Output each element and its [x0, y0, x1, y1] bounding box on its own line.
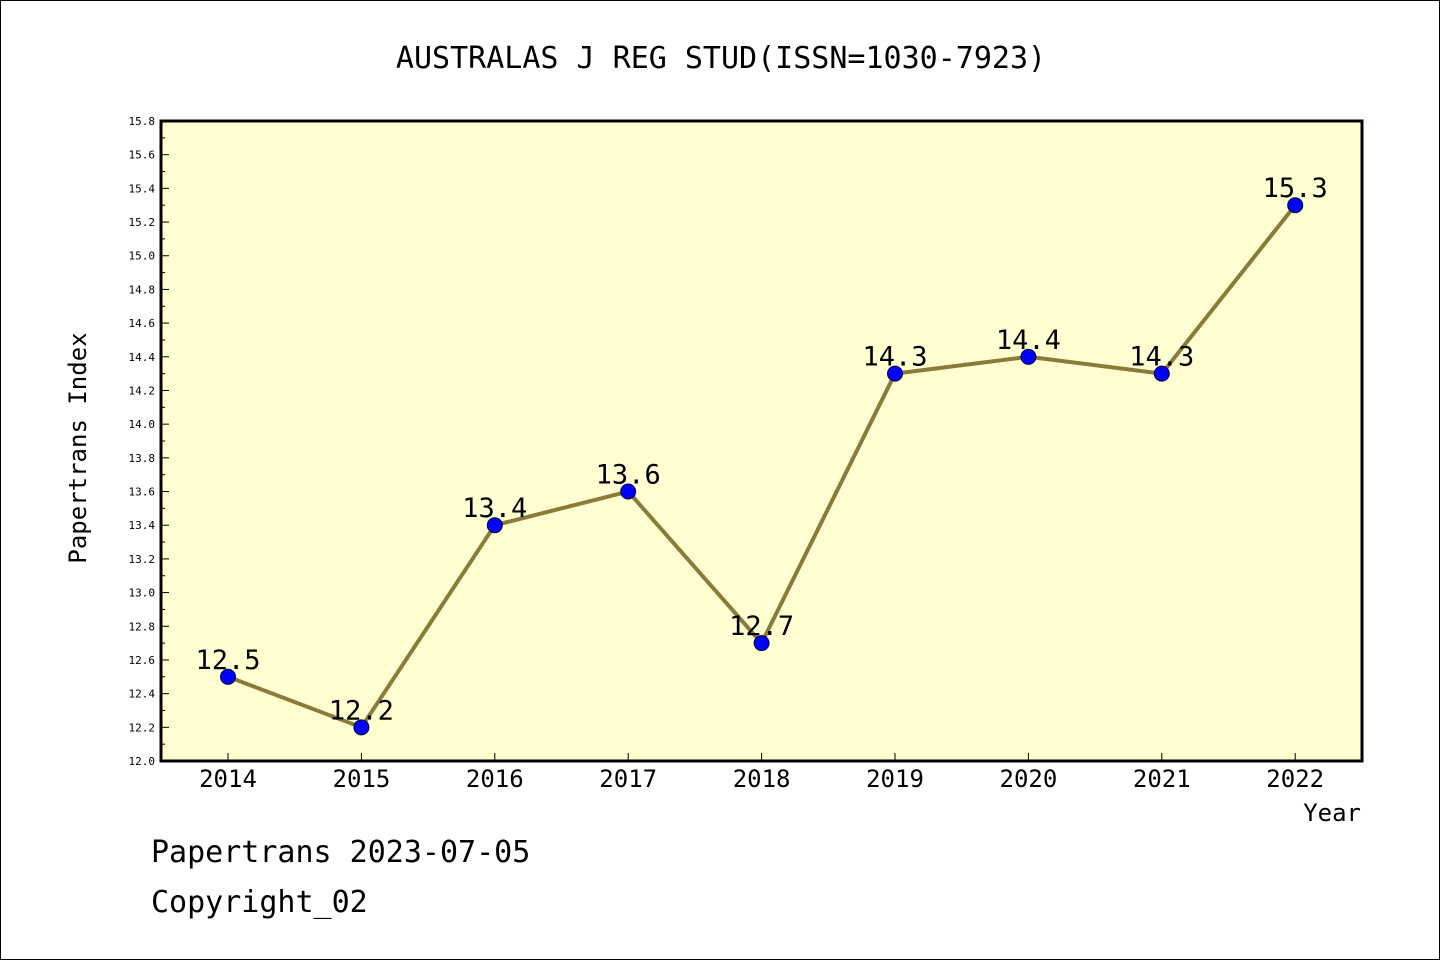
data-point [887, 365, 903, 382]
y-tick-label: 13.6 [129, 486, 156, 499]
x-tick-label: 2020 [1000, 765, 1058, 793]
source-date-text: Papertrans 2023-07-05 [151, 835, 531, 870]
y-tick-label: 13.2 [129, 553, 156, 566]
data-point [353, 719, 370, 736]
y-tick-label: 14.6 [129, 317, 156, 330]
data-point [620, 483, 637, 500]
y-tick-label: 14.2 [129, 384, 156, 397]
data-point [753, 635, 770, 652]
data-point [220, 668, 236, 685]
series-layer: 12.5 12.2 13.4 13.6 12.7 14.3 14.4 14.3 15.3 [195, 173, 1328, 736]
x-axis: 2014 2015 2016 2017 2018 2019 2020 2021 2022 [199, 753, 1324, 793]
x-tick-label: 2019 [866, 765, 924, 793]
data-label: 12.5 [195, 645, 260, 676]
y-tick-label: 13.0 [129, 587, 156, 600]
y-tick-label: 14.0 [129, 418, 156, 431]
y-tick-label: 12.0 [129, 755, 156, 768]
y-tick-label: 15.0 [129, 250, 156, 263]
y-tick-label: 14.8 [129, 283, 156, 296]
chart-title: AUSTRALAS J REG STUD(ISSN=1030-7923) [396, 41, 1046, 76]
y-tick-label: 13.4 [129, 519, 156, 532]
x-tick-label: 2022 [1266, 765, 1324, 793]
data-point [1153, 365, 1170, 382]
x-tick-label: 2015 [333, 765, 391, 793]
y-tick-label: 15.4 [129, 182, 156, 195]
data-label: 13.6 [596, 460, 661, 491]
y-tick-label: 12.4 [129, 688, 156, 701]
data-label: 14.3 [1129, 342, 1194, 373]
data-point [486, 517, 503, 534]
y-tick-label: 15.8 [129, 115, 156, 128]
x-tick-label: 2018 [733, 765, 791, 793]
plot-area [159, 119, 1364, 763]
x-tick-label: 2014 [199, 765, 257, 793]
data-point [1287, 197, 1304, 214]
y-tick-label: 12.8 [129, 620, 156, 633]
y-tick-label: 15.2 [129, 216, 156, 229]
data-point [1020, 348, 1037, 365]
data-label: 15.3 [1263, 173, 1328, 204]
y-axis: 12.0 12.2 12.4 12.6 12.8 13.0 13.2 13.4 13.6 13.8… [129, 115, 169, 768]
data-label: 12.2 [329, 695, 394, 726]
y-tick-label: 12.6 [129, 654, 156, 667]
y-axis-label: Papertrans Index [64, 332, 92, 563]
data-label: 13.4 [462, 493, 527, 524]
x-tick-label: 2021 [1133, 765, 1191, 793]
y-tick-label: 12.2 [129, 721, 156, 734]
y-tick-label: 13.8 [129, 452, 156, 465]
x-tick-label: 2016 [466, 765, 524, 793]
x-axis-label: Year [1303, 799, 1361, 827]
data-label: 14.3 [862, 342, 927, 373]
data-label: 12.7 [729, 611, 794, 642]
y-tick-label: 14.4 [129, 351, 156, 364]
x-tick-label: 2017 [599, 765, 657, 793]
copyright-text: Copyright_02 [151, 885, 368, 920]
y-tick-label: 15.6 [129, 149, 156, 162]
data-label: 14.4 [996, 325, 1061, 356]
